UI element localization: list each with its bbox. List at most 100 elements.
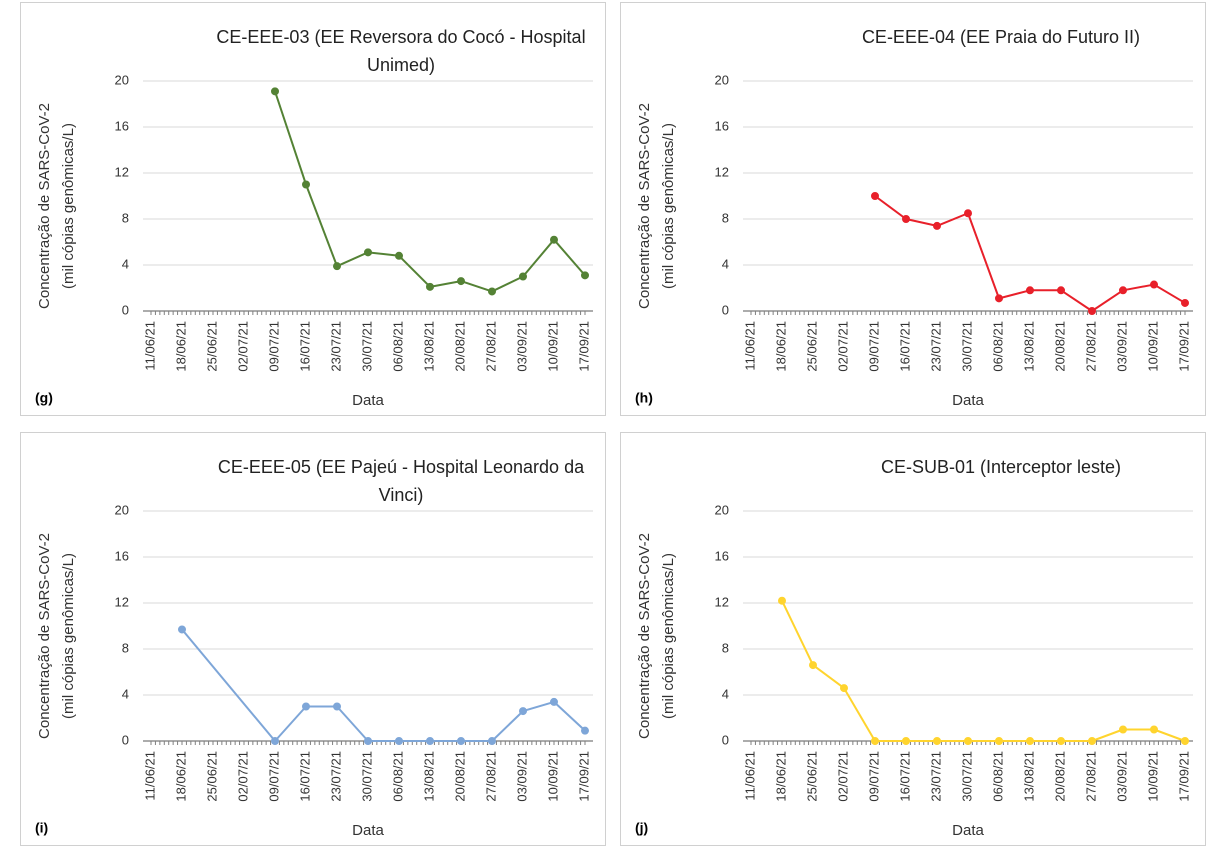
x-tick-label: 17/09/21 — [1176, 751, 1191, 802]
y-tick-label: 0 — [722, 302, 729, 317]
x-tick-label: 25/06/21 — [804, 751, 819, 802]
x-tick-label: 02/07/21 — [835, 321, 850, 372]
line-segment — [398, 255, 431, 288]
data-point — [964, 209, 972, 218]
y-tick-label: 0 — [122, 302, 129, 317]
y-axis-label: (mil cópias genômicas/L) — [60, 553, 77, 719]
line-segment — [905, 218, 938, 227]
chart: 0 4 8 12 16 20 11/06/21 18/06/21 25/06/21 02/07/2… — [635, 72, 1193, 409]
data-point — [581, 271, 589, 280]
y-axis-label: (mil cópias genômicas/L) — [660, 553, 677, 719]
x-tick-label: 13/08/21 — [421, 751, 436, 802]
line-segment — [998, 289, 1031, 300]
panel-label: (g) — [35, 390, 53, 406]
data-point — [933, 737, 941, 745]
data-point — [1088, 737, 1096, 745]
line-segment — [305, 184, 338, 267]
line-segment — [274, 705, 307, 742]
line-segment — [522, 700, 555, 713]
x-tick-label: 23/07/21 — [928, 751, 943, 802]
y-tick-label: 16 — [715, 548, 729, 563]
y-tick-label: 20 — [715, 72, 729, 87]
data-point — [333, 262, 341, 271]
chart-panel: 0 4 8 12 16 20 11/06/21 18/06/21 25/06/21 02/07/2… — [20, 2, 606, 416]
x-tick-label: 17/09/21 — [1176, 321, 1191, 372]
x-tick-label: 27/08/21 — [1083, 751, 1098, 802]
x-tick-label: 16/07/21 — [297, 321, 312, 372]
data-point — [1088, 307, 1096, 315]
x-tick-label: 16/07/21 — [897, 751, 912, 802]
x-tick-label: 03/09/21 — [514, 321, 529, 372]
x-tick-label: 11/06/21 — [742, 751, 757, 801]
data-point — [364, 737, 372, 745]
data-point — [302, 702, 310, 711]
data-point — [488, 287, 496, 296]
y-tick-label: 20 — [715, 502, 729, 517]
line-segment — [274, 91, 307, 185]
y-tick-label: 12 — [115, 164, 129, 179]
line-segment — [967, 212, 1000, 299]
x-tick-label: 30/07/21 — [959, 751, 974, 802]
chart-title: CE-EEE-03 (EE Reversora do Cocó - Hospit… — [216, 27, 586, 75]
data-point — [581, 726, 589, 735]
data-point — [1057, 286, 1065, 295]
panel-label: (i) — [35, 820, 48, 836]
data-point — [364, 248, 372, 257]
x-tick-label: 18/06/21 — [773, 321, 788, 372]
line-segment — [336, 251, 369, 268]
chart: 0 4 8 12 16 20 11/06/21 18/06/21 25/06/21 02/07/2… — [35, 502, 593, 839]
x-axis-label: Data — [952, 392, 984, 409]
x-tick-label: 20/08/21 — [1052, 321, 1067, 372]
data-point — [519, 707, 527, 716]
data-point — [1181, 737, 1189, 745]
line-segment — [1091, 728, 1124, 742]
x-tick-label: 27/08/21 — [1083, 321, 1098, 372]
x-tick-label: 11/06/21 — [142, 751, 157, 801]
line-segment — [1153, 283, 1186, 304]
line-segment — [491, 710, 524, 742]
x-tick-label: 25/06/21 — [204, 321, 219, 372]
x-tick-label: 09/07/21 — [866, 751, 881, 802]
x-tick-label: 30/07/21 — [359, 751, 374, 802]
line-segment — [460, 280, 493, 293]
line-segment — [843, 687, 876, 742]
data-point — [1181, 298, 1189, 307]
x-tick-label: 03/09/21 — [1114, 751, 1129, 802]
data-point — [550, 235, 558, 244]
x-tick-label: 03/09/21 — [514, 751, 529, 802]
y-tick-label: 8 — [722, 210, 729, 225]
x-tick-label: 17/09/21 — [576, 321, 591, 372]
x-tick-label: 06/08/21 — [390, 321, 405, 372]
data-point — [840, 684, 848, 693]
x-tick-label: 23/07/21 — [328, 751, 343, 802]
x-tick-label: 20/08/21 — [452, 751, 467, 802]
line-segment — [1153, 728, 1186, 742]
x-tick-label: 10/09/21 — [1145, 321, 1160, 372]
x-tick-label: 11/06/21 — [742, 321, 757, 371]
y-tick-label: 0 — [722, 732, 729, 747]
line-segment — [336, 705, 369, 742]
chart-title: CE-SUB-01 (Interceptor leste) — [880, 457, 1122, 477]
x-tick-label: 09/07/21 — [866, 321, 881, 372]
x-tick-label: 18/06/21 — [173, 751, 188, 802]
chart-title: CE-EEE-05 (EE Pajeú - Hospital Leonardo … — [217, 457, 585, 505]
x-tick-label: 06/08/21 — [990, 321, 1005, 372]
y-axis-label: Concentração de SARS-CoV-2 — [36, 103, 53, 309]
x-tick-label: 13/08/21 — [1021, 751, 1036, 802]
x-tick-label: 13/08/21 — [1021, 321, 1036, 372]
y-tick-label: 20 — [115, 72, 129, 87]
x-tick-label: 18/06/21 — [773, 751, 788, 802]
data-point — [1026, 286, 1034, 295]
data-point — [995, 294, 1003, 303]
y-tick-label: 16 — [115, 118, 129, 133]
x-tick-label: 09/07/21 — [266, 321, 281, 372]
line-segment — [491, 275, 524, 293]
data-point — [457, 737, 465, 745]
line-segment — [367, 251, 400, 257]
x-axis-label: Data — [352, 822, 384, 839]
x-tick-label: 23/07/21 — [328, 321, 343, 372]
data-point — [395, 251, 403, 260]
data-point — [178, 625, 186, 634]
data-point — [488, 737, 496, 745]
